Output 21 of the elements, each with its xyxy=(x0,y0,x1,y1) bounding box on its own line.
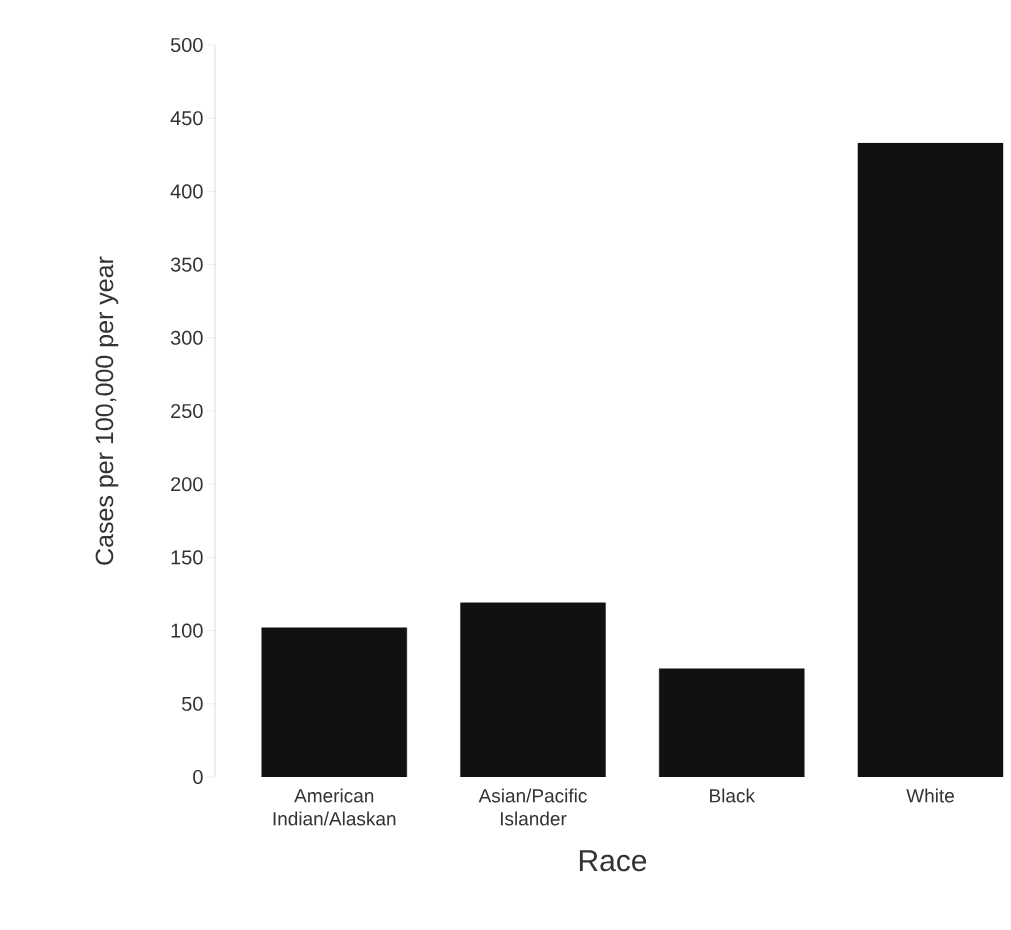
x-tick-label: White xyxy=(906,788,954,803)
x-tick-label: American Indian/Alaskan xyxy=(273,788,396,826)
y-axis-title: Cases per 100,000 per year xyxy=(95,256,119,565)
y-tick-label: 450 xyxy=(170,111,203,126)
y-tick-label: 0 xyxy=(193,769,203,785)
bar xyxy=(857,142,1004,777)
y-tick-label: 200 xyxy=(171,477,203,492)
y-tick-label: 50 xyxy=(182,696,203,711)
x-axis-title: Race xyxy=(579,850,647,872)
bar xyxy=(460,602,606,777)
y-tick-label: 150 xyxy=(171,550,203,565)
y-tick-label: 350 xyxy=(170,257,203,272)
x-tick-label: Asian/Pacific Islander xyxy=(478,788,587,826)
y-tick-label: 300 xyxy=(170,330,203,345)
bar xyxy=(261,627,407,777)
y-tick-label: 400 xyxy=(170,184,203,199)
y-tick-label: 100 xyxy=(171,623,203,638)
y-tick-label: 250 xyxy=(171,403,203,419)
bar xyxy=(659,668,805,777)
x-tick-label: Black xyxy=(710,788,755,803)
y-tick-label: 500 xyxy=(170,37,203,53)
